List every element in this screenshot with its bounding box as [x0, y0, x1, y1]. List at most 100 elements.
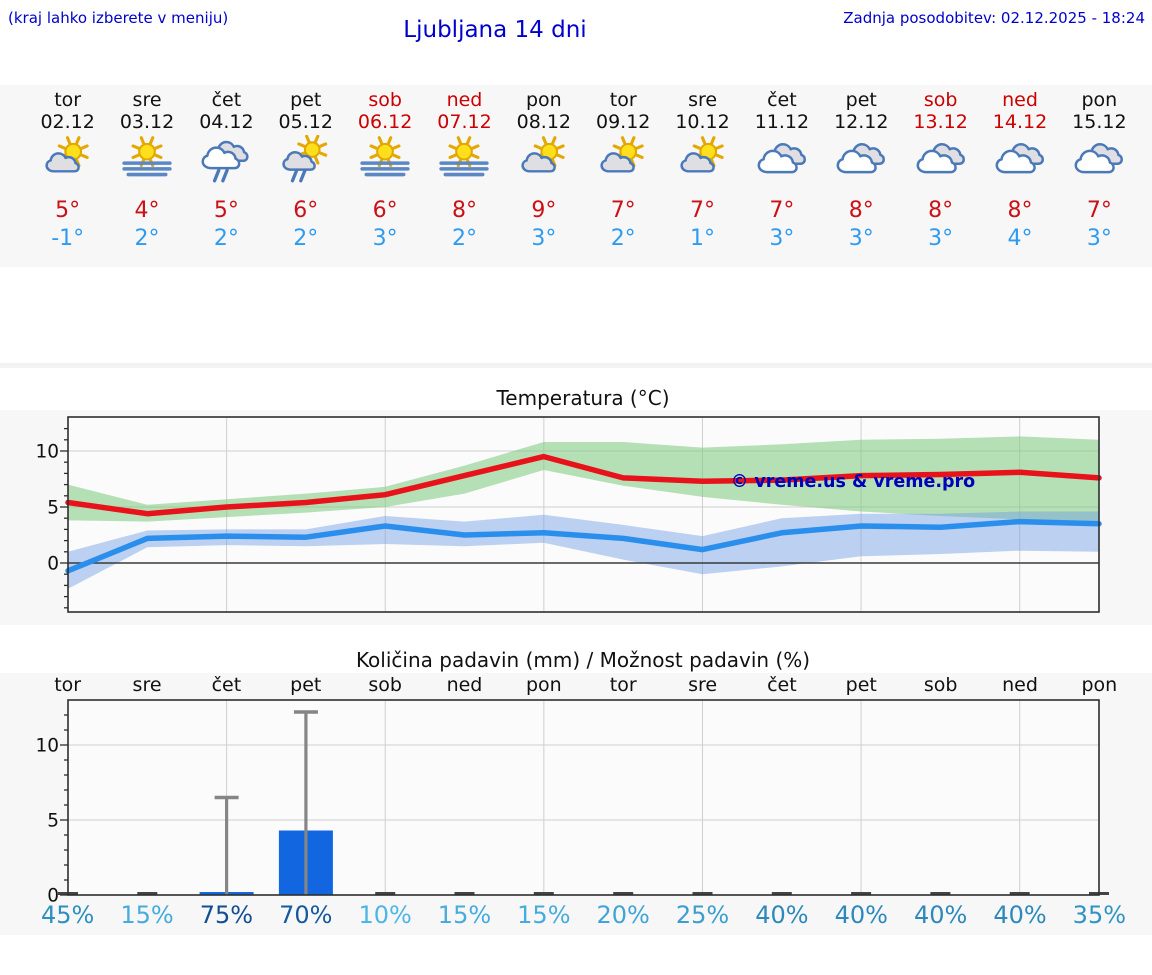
- rain-probability-label: 15%: [517, 901, 571, 929]
- forecast-day-column: ned 07.12 8° 2°: [425, 89, 504, 253]
- weather-icon-wrap: [901, 135, 980, 193]
- rain-probability-label: 40%: [834, 901, 888, 929]
- day-name: sob: [923, 89, 958, 111]
- low-temperature: 2°: [610, 226, 636, 251]
- low-temperature: 2°: [293, 226, 319, 251]
- divider-strip: [0, 363, 1152, 368]
- rain-day-label: sre: [132, 674, 162, 696]
- day-date: 08.12: [516, 111, 572, 133]
- day-date: 13.12: [913, 111, 968, 133]
- day-name: sre: [132, 89, 162, 111]
- sun-cloud-icon: [679, 136, 724, 173]
- day-name: tor: [609, 89, 637, 111]
- sun-cloud-rain-icon: [282, 134, 327, 183]
- low-temperature: 2°: [134, 226, 160, 251]
- high-temperature: 8°: [848, 198, 874, 223]
- rain-ytick-label: 5: [47, 811, 59, 832]
- rain-zero-dash: [613, 892, 634, 895]
- weather-icon-wrap: [822, 135, 901, 193]
- rain-plot-area: [68, 700, 1099, 895]
- rain-zero-dash: [930, 892, 951, 895]
- low-temperature: 1°: [690, 226, 716, 251]
- page-title: Ljubljana 14 dni: [403, 17, 587, 43]
- rain-day-label: sob: [368, 674, 402, 696]
- temp-ytick-label: 0: [47, 554, 59, 575]
- rain-probability-label: 25%: [675, 901, 730, 929]
- forecast-day-column: tor 09.12 7° 2°: [584, 89, 663, 253]
- rain-day-label: pet: [290, 674, 322, 696]
- high-temperature: 8°: [1007, 198, 1033, 223]
- weather-icon-wrap: [425, 135, 504, 193]
- clouds-rain-icon: [201, 140, 249, 183]
- low-temperature: 3°: [769, 226, 795, 251]
- sun-cloud-icon: [521, 136, 565, 173]
- temperature-chart-title: Temperatura (°C): [496, 386, 670, 410]
- high-temperature: 6°: [372, 198, 398, 223]
- forecast-day-column: čet 11.12 7° 3°: [742, 89, 821, 253]
- rain-day-label: čet: [211, 674, 242, 696]
- high-temperature: 7°: [1086, 198, 1112, 223]
- weather-icon-wrap: [28, 135, 107, 193]
- clouds-icon: [995, 143, 1044, 174]
- rain-day-label: sob: [923, 674, 958, 696]
- day-name: sre: [688, 89, 718, 111]
- rain-probability-label: 40%: [913, 901, 968, 929]
- rain-whisker: [214, 795, 239, 895]
- rain-probability-label: 40%: [993, 901, 1047, 929]
- low-temperature: 4°: [1007, 226, 1033, 251]
- temp-line-high: [65, 453, 1102, 517]
- high-temperature: 8°: [928, 198, 954, 223]
- sun-cloud-icon: [45, 136, 89, 173]
- rain-whisker: [293, 710, 318, 895]
- rain-zero-dash: [375, 892, 396, 895]
- weather-icon-wrap: [742, 135, 821, 193]
- precipitation-chart: 0 5 10: [35, 699, 1109, 907]
- forecast-day-column: sre 10.12 7° 1°: [663, 89, 742, 253]
- day-name: čet: [211, 89, 242, 111]
- weather-icon-wrap: [504, 135, 583, 193]
- low-temperature: 3°: [1086, 226, 1112, 251]
- rain-day-label: sre: [688, 674, 718, 696]
- low-temperature: 3°: [928, 226, 954, 251]
- forecast-day-columns: tor 02.12 5° -1° sre 03.12 4° 2° čet 04.12 5° 2° pet…: [28, 89, 1139, 253]
- forecast-day-column: sob 13.12 8° 3°: [901, 89, 980, 253]
- temp-axis-ticks: [60, 427, 68, 609]
- weather-icon-wrap: [187, 135, 266, 193]
- rain-probability-label: 15%: [120, 901, 174, 929]
- day-name: pet: [290, 89, 322, 111]
- temp-ytick-label: 5: [47, 498, 59, 519]
- rain-day-label: tor: [54, 674, 82, 696]
- day-date: 09.12: [595, 111, 651, 133]
- rain-day-label: tor: [609, 674, 637, 696]
- day-date: 04.12: [199, 111, 254, 133]
- clouds-icon: [836, 143, 886, 174]
- day-date: 12.12: [834, 111, 889, 133]
- forecast-day-column: pon 08.12 9° 3°: [504, 89, 583, 253]
- day-name: ned: [1002, 89, 1038, 111]
- day-date: 07.12: [437, 111, 492, 133]
- day-name: ned: [446, 89, 483, 111]
- weather-icon-wrap: [1060, 135, 1139, 193]
- location-menu-hint: (kraj lahko izberete v meniju): [8, 9, 229, 27]
- last-update-text: Zadnja posodobitev: 02.12.2025 - 18:24: [843, 9, 1145, 27]
- precipitation-day-labels: tor sre čet pet sob ned pon tor sre čet pet sob ned p…: [28, 674, 1139, 696]
- clouds-icon: [757, 143, 806, 174]
- sun-fog-icon: [439, 136, 490, 177]
- rain-zero-dash: [692, 892, 713, 895]
- rain-zero-dash: [1009, 892, 1030, 895]
- watermark-text: © vreme.us & vreme.pro: [731, 472, 975, 492]
- high-temperature: 4°: [134, 198, 160, 223]
- rain-probability-label: 40%: [755, 901, 809, 929]
- high-temperature: 7°: [610, 198, 636, 223]
- forecast-day-column: sre 03.12 4° 2°: [107, 89, 186, 253]
- rain-day-label: ned: [1002, 674, 1038, 696]
- rain-gridlines: [68, 700, 1099, 895]
- rain-probability-label: 45%: [41, 901, 95, 929]
- day-date: 03.12: [119, 111, 175, 133]
- day-name: tor: [54, 89, 82, 111]
- rain-ytick-label: 0: [47, 886, 59, 907]
- weather-icon-wrap: [266, 134, 345, 193]
- rain-day-label: ned: [446, 674, 483, 696]
- temp-line-low: [65, 518, 1102, 574]
- rain-zero-dash: [137, 892, 158, 895]
